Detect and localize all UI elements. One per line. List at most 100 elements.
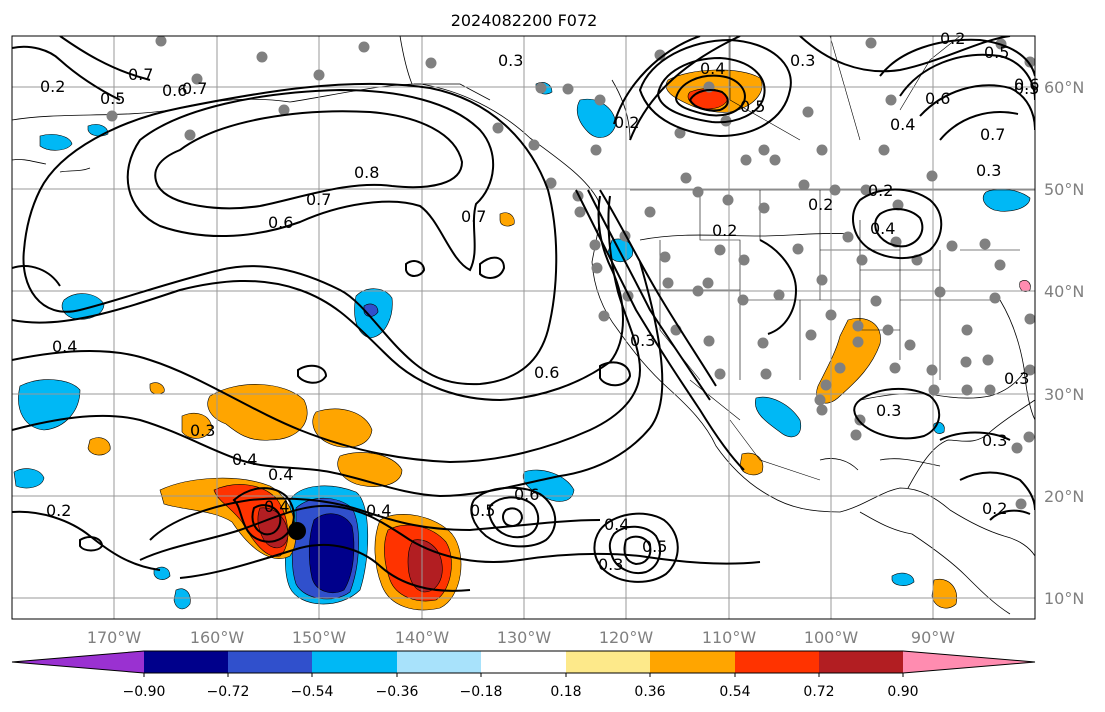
colorbar-segment <box>144 651 228 673</box>
contour-label: 0.2 <box>614 113 639 132</box>
colorbar-segments <box>11 650 1036 674</box>
lat-label: 40°N <box>1044 282 1084 301</box>
contour-label: 0.6 <box>268 213 293 232</box>
lon-label: 150°W <box>292 628 347 647</box>
contour-label: 0.7 <box>461 207 486 226</box>
colorbar-label: 0.72 <box>803 684 834 700</box>
contour-label: 0.5 <box>740 97 765 116</box>
colorbar-segment <box>650 651 735 673</box>
colorbar-segment <box>735 651 819 673</box>
colorbar-ticks <box>143 673 904 677</box>
contour-label: 0.6 <box>925 89 950 108</box>
map-title: 2024082200 F072 <box>451 11 598 30</box>
lon-label: 100°W <box>804 628 859 647</box>
contour-label: 0.3 <box>630 331 655 350</box>
positive-anomaly-cell <box>312 408 373 448</box>
negative-anomaly-cell <box>18 379 81 431</box>
contour-label: 0.4 <box>52 337 77 356</box>
colorbar-segment <box>228 651 312 673</box>
colorbar: −0.90 −0.72 −0.54 −0.36 −0.18 0.18 0.36 … <box>11 650 1036 700</box>
lon-label: 90°W <box>911 628 955 647</box>
colorbar-segment <box>819 651 903 673</box>
colorbar-segment <box>397 651 481 673</box>
contour-label: 0.6 <box>514 485 539 504</box>
station-dots <box>106 36 1035 510</box>
contour-labels: 0.8 0.7 0.6 0.7 0.6 0.4 0.4 0.4 0.4 0.5 … <box>40 29 1039 574</box>
contour-label: 0.3 <box>598 555 623 574</box>
negative-anomaly-cell <box>13 468 45 489</box>
colorbar-segment <box>566 651 650 673</box>
contour-label: 0.2 <box>808 195 833 214</box>
contour-label: 0.4 <box>890 115 915 134</box>
contour-label: 0.3 <box>976 161 1001 180</box>
lat-label: 30°N <box>1044 385 1084 404</box>
colorbar-label: −0.72 <box>207 684 250 700</box>
colorbar-label: 0.18 <box>550 684 581 700</box>
negative-anomaly-cell <box>891 572 915 586</box>
contour-label: 0.3 <box>1004 369 1029 388</box>
colorbar-extend-max <box>903 651 1035 673</box>
colorbar-label: 0.54 <box>719 684 750 700</box>
colorbar-segment <box>481 651 566 673</box>
lon-label: 120°W <box>599 628 654 647</box>
latitude-labels: 60°N 50°N 40°N 30°N 20°N 10°N <box>1044 78 1084 608</box>
contour-label: 0.4 <box>268 465 293 484</box>
contour-label: 0.2 <box>46 501 71 520</box>
negative-anomaly-cell <box>39 134 73 151</box>
lon-label: 160°W <box>190 628 245 647</box>
colorbar-label: −0.54 <box>291 684 334 700</box>
negative-anomaly-cell <box>173 588 191 610</box>
contour-label: 0.6 <box>1014 75 1039 94</box>
contour-label: 0.4 <box>604 515 629 534</box>
contour-label: 0.2 <box>940 29 965 48</box>
contour-label: 0.5 <box>470 501 495 520</box>
contour-label: 0.7 <box>182 79 207 98</box>
negative-anomaly-cell <box>61 293 105 320</box>
contour-label: 0.2 <box>982 499 1007 518</box>
longitude-labels: 170°W 160°W 150°W 140°W 130°W 120°W 110°… <box>87 628 955 647</box>
lat-label: 20°N <box>1044 487 1084 506</box>
contour-label: 0.7 <box>128 65 153 84</box>
contour-label: 0.5 <box>984 43 1009 62</box>
negative-anomaly-cell <box>363 303 379 317</box>
storm-center-marker <box>288 522 306 540</box>
contour-label: 0.5 <box>100 89 125 108</box>
contour-label: 0.4 <box>264 497 289 516</box>
colorbar-label: 0.36 <box>634 684 665 700</box>
contour-label: 0.3 <box>498 51 523 70</box>
contour-label: 0.6 <box>534 363 559 382</box>
lat-label: 50°N <box>1044 180 1084 199</box>
contour-label: 0.3 <box>190 421 215 440</box>
contour-label: 0.3 <box>790 51 815 70</box>
lon-label: 110°W <box>702 628 757 647</box>
lon-label: 130°W <box>497 628 552 647</box>
lon-label: 140°W <box>395 628 450 647</box>
colorbar-segment <box>312 651 397 673</box>
lon-label: 170°W <box>87 628 142 647</box>
positive-anomaly-cell <box>87 437 111 456</box>
contour-label: 0.5 <box>1014 79 1039 98</box>
negative-anomaly-cell <box>522 469 575 502</box>
positive-anomaly-cell <box>407 539 443 593</box>
contour-label: 0.2 <box>712 221 737 240</box>
contour-label: 0.7 <box>980 125 1005 144</box>
map-border <box>11 35 1036 620</box>
colorbar-label: −0.90 <box>123 684 166 700</box>
lat-label: 10°N <box>1044 589 1084 608</box>
positive-anomaly-cell <box>931 578 958 609</box>
contour-label: 0.4 <box>700 59 725 78</box>
contour-label: 0.4 <box>870 219 895 238</box>
contour-label: 0.6 <box>162 81 187 100</box>
contour-lines <box>12 36 1035 592</box>
map-panel <box>12 36 1035 619</box>
contour-label: 0.8 <box>354 163 379 182</box>
contour-label: 0.5 <box>642 537 667 556</box>
positive-anomaly-cell <box>499 212 515 227</box>
lat-label: 60°N <box>1044 78 1084 97</box>
colorbar-label: 0.90 <box>887 684 918 700</box>
negative-anomaly-cell <box>755 396 802 438</box>
contour-label: 0.4 <box>232 450 257 469</box>
colorbar-extend-min <box>12 651 144 673</box>
contour-label: 0.2 <box>40 77 65 96</box>
